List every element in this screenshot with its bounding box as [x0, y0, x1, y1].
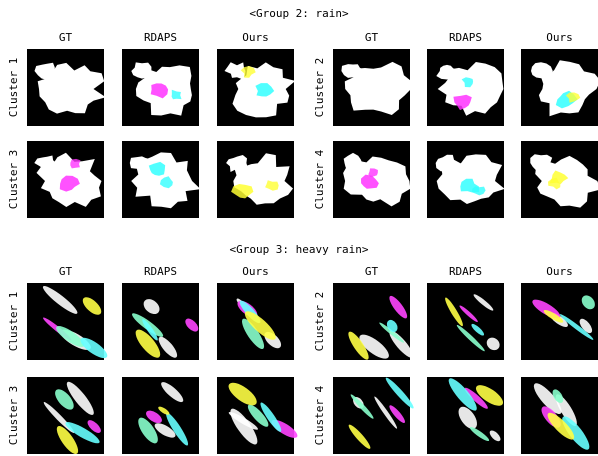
- image-panel: [521, 49, 598, 126]
- row-label: Cluster 1: [7, 58, 20, 118]
- column-header: RDAPS: [144, 31, 177, 44]
- image-panel: [27, 49, 106, 126]
- row-label: Cluster 3: [7, 386, 20, 446]
- image-panel: [333, 141, 410, 218]
- row-label: Cluster 4: [313, 385, 326, 445]
- image-panel: [27, 283, 110, 362]
- row-label: Cluster 2: [313, 292, 326, 352]
- image-panel: [217, 141, 294, 218]
- image-panel: [122, 49, 199, 126]
- column-header: RDAPS: [144, 265, 177, 278]
- image-panel: [27, 377, 104, 456]
- image-panel: [521, 377, 598, 454]
- column-header: GT: [365, 31, 379, 44]
- image-panel: [27, 141, 104, 218]
- row-label: Cluster 2: [313, 58, 326, 118]
- image-panel: [521, 141, 598, 218]
- image-panel: [427, 49, 504, 126]
- image-panel: [333, 283, 416, 363]
- image-panel: [122, 141, 201, 218]
- column-header: Ours: [242, 31, 269, 44]
- column-header: Ours: [546, 265, 573, 278]
- column-header: Ours: [546, 31, 573, 44]
- image-panel: [217, 283, 294, 360]
- tint-blob: [70, 159, 80, 169]
- image-panel: [122, 283, 201, 361]
- column-header: RDAPS: [449, 265, 482, 278]
- image-panel: [427, 141, 505, 218]
- figure: <Group 2: rain> GT RDAPS Ours GT RDAPS Ours Clu…: [0, 0, 598, 456]
- column-header: RDAPS: [449, 31, 482, 44]
- row-label: Cluster 3: [7, 150, 20, 210]
- row-label: Cluster 4: [313, 149, 326, 209]
- group-title: <Group 2: rain>: [249, 7, 349, 20]
- column-header: GT: [59, 265, 73, 278]
- image-panel: [333, 49, 411, 126]
- group-title: <Group 3: heavy rain>: [229, 243, 368, 256]
- image-panel: [427, 375, 506, 454]
- image-panel: [217, 377, 300, 454]
- column-header: Ours: [242, 265, 269, 278]
- image-panel: [427, 283, 504, 360]
- image-panel: [122, 377, 199, 454]
- row-label: Cluster 1: [7, 292, 20, 352]
- column-header: GT: [365, 265, 379, 278]
- image-panel: [333, 376, 416, 454]
- image-panel: [521, 283, 598, 360]
- image-panel: [217, 49, 295, 126]
- column-header: GT: [59, 31, 73, 44]
